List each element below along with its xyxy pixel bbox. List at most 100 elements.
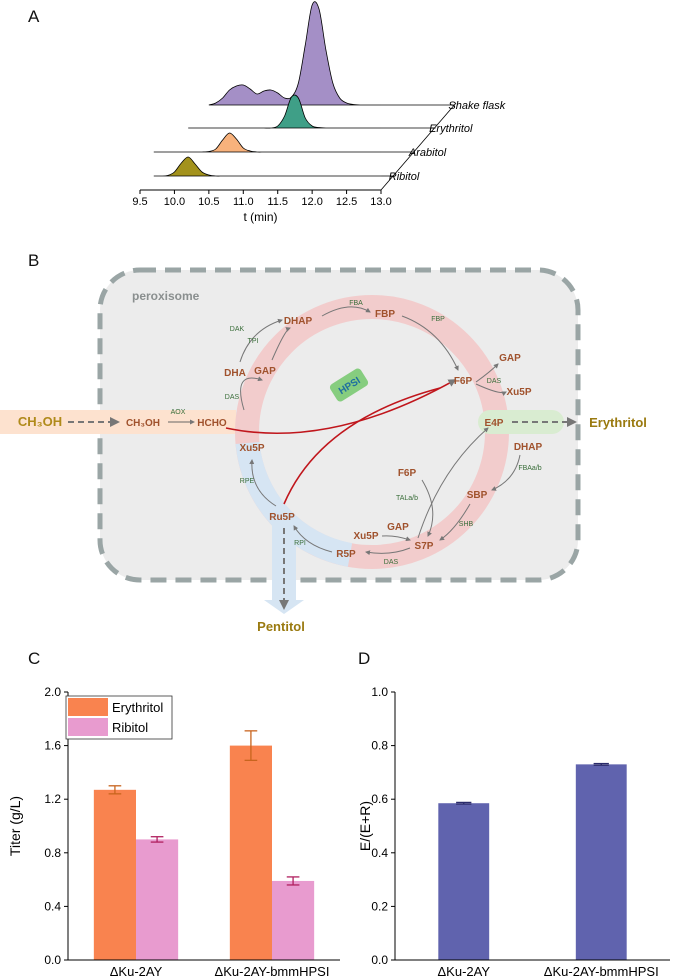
metabolite: CH₃OH [126, 418, 160, 429]
metabolite: GAP [254, 366, 276, 377]
metabolite: Xu5P [353, 531, 378, 542]
chromatogram [153, 132, 381, 153]
arrow [381, 535, 411, 542]
metabolite: GAP [499, 353, 521, 364]
product: Pentitol [257, 619, 305, 634]
arrow [239, 318, 283, 363]
x-tick-label: ΔKu-2AY-bmmHPSI [544, 964, 659, 979]
enzyme: DAS [384, 559, 399, 566]
x-tick-label: ΔKu-2AY [110, 964, 163, 979]
legend-swatch [68, 718, 108, 736]
arrow [401, 315, 459, 371]
y-tick-label: 1.0 [371, 685, 388, 699]
enzyme: FBP [431, 316, 445, 323]
panel-label: B [28, 251, 39, 270]
x-tick-label: ΔKu-2AY-bmmHPSI [215, 964, 330, 979]
bar [272, 880, 315, 960]
error-bar [286, 876, 300, 886]
metabolite: Xu5P [239, 443, 264, 454]
hpsi-route [225, 379, 457, 435]
bar [136, 839, 179, 960]
arrow [365, 547, 411, 556]
export-band [478, 410, 564, 434]
y-tick-label: 2.0 [44, 685, 61, 699]
metabolite: Xu5P [506, 387, 531, 398]
metabolite: S7P [415, 541, 434, 552]
chromatogram [208, 1, 381, 106]
panel-label: A [28, 7, 40, 26]
y-tick-label: 0.4 [371, 846, 388, 860]
diagram-layout: HPSI peroxisome B [0, 251, 581, 614]
metabolite: F6P [454, 376, 473, 387]
metabolite: Ru5P [269, 512, 295, 523]
y-tick-label: 1.2 [44, 792, 61, 806]
enzyme: RPI [294, 540, 306, 547]
metabolite: E4P [485, 418, 504, 429]
metabolite: DHAP [284, 316, 313, 327]
metabolite: F6P [398, 468, 417, 479]
error-bar [108, 785, 122, 795]
series-label: Erythritol [429, 123, 473, 135]
metabolite: SBP [467, 490, 488, 501]
arrow [417, 427, 489, 539]
enzyme: TALa/b [396, 495, 418, 502]
error-bar [593, 762, 609, 766]
x-tick-label: 11.5 [267, 196, 288, 208]
arrow [249, 459, 277, 507]
enzyme: DAS [487, 378, 502, 385]
legend: Erythritol Ribitol [65, 695, 173, 740]
legend-label: Erythritol [112, 700, 163, 715]
y-tick-label: 0.0 [371, 953, 388, 967]
x-tick-label: 13.0 [370, 196, 391, 208]
series-label: Arabitol [408, 147, 447, 159]
arrow [439, 503, 471, 541]
arrow [475, 363, 499, 383]
metabolite: HCHO [197, 418, 227, 429]
legend-swatch [68, 698, 108, 716]
enzyme: RPE [240, 478, 255, 485]
y-axis-title: E/(E+R) [357, 801, 373, 851]
metabolite: R5P [336, 549, 356, 560]
bar [93, 789, 136, 960]
error-bar [456, 801, 472, 805]
arrow [321, 306, 371, 317]
panel-label: C [28, 649, 40, 668]
enzyme: FBA [349, 300, 363, 307]
legend-label: Ribitol [112, 720, 148, 735]
chromatogram [188, 94, 381, 129]
arrow [240, 376, 263, 411]
y-axis-title: Titer (g/L) [7, 796, 23, 856]
product: Erythritol [589, 415, 647, 430]
x-tick-label: 12.5 [336, 196, 357, 208]
y-tick-label: 0.0 [44, 953, 61, 967]
y-tick-label: 1.6 [44, 739, 61, 753]
arrow [271, 327, 291, 361]
hpsi-box [329, 368, 369, 402]
metabolite: CH₃OH [18, 414, 62, 429]
enzyme: DAS [225, 394, 240, 401]
bar [438, 803, 490, 960]
y-tick-label: 0.8 [371, 739, 388, 753]
error-bar [150, 836, 164, 843]
x-tick-label: ΔKu-2AY [437, 964, 490, 979]
bar [575, 764, 627, 960]
arrow [421, 479, 434, 537]
x-tick-label: 10.0 [164, 196, 185, 208]
x-tick-label: 10.5 [198, 196, 219, 208]
reaction-arrows [239, 306, 521, 556]
pentitol-band [264, 520, 304, 614]
enzyme: FBAa/b [518, 465, 541, 472]
enzyme: SHB [459, 521, 474, 528]
error-bar [244, 730, 258, 761]
series-label: Shake flask [448, 100, 505, 112]
y-tick-label: 0.6 [371, 792, 388, 806]
metabolite: DHA [224, 368, 246, 379]
arrow [491, 454, 521, 491]
panel-label: D [358, 649, 370, 668]
x-tick-label: 12.0 [301, 196, 322, 208]
metabolite: GAP [387, 522, 409, 533]
enzyme: TPI [248, 338, 259, 345]
y-tick-label: 0.4 [44, 899, 61, 913]
y-tick-label: 0.2 [371, 899, 388, 913]
